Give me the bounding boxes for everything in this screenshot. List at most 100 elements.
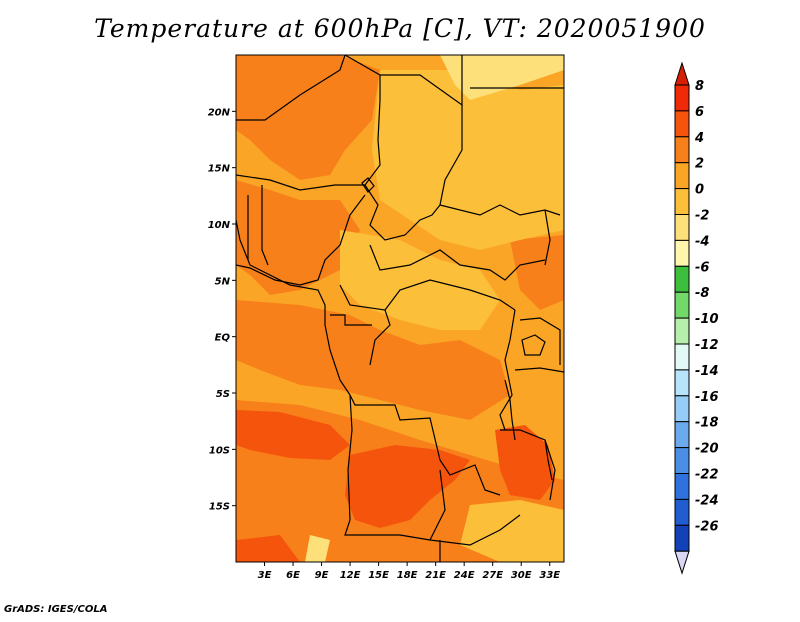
colorbar-label: -2 <box>695 209 709 224</box>
colorbar-label: -26 <box>695 519 719 534</box>
colorbar-label: -22 <box>695 468 719 483</box>
lat-tick-label: 5S <box>216 389 230 400</box>
colorbar-swatch <box>674 473 690 500</box>
field-warm-east <box>510 235 564 310</box>
lake-chad <box>361 177 375 193</box>
lon-tick-label: 15E <box>368 570 389 581</box>
lon-tick-label: 30E <box>511 570 532 581</box>
colorbar-label: -14 <box>695 364 719 379</box>
colorbar-swatch <box>674 188 690 216</box>
field-hot-south-center <box>345 445 470 528</box>
border-sudan-ssd <box>439 204 561 216</box>
colorbar-swatch <box>674 524 690 552</box>
lake-tanganyika <box>504 379 516 441</box>
field-cool-central <box>340 230 500 330</box>
lon-tick-label: 9E <box>315 570 329 581</box>
colorbar-label: 6 <box>695 105 704 120</box>
lat-tick-label: 15S <box>209 502 230 513</box>
colorbar-top-arrow <box>674 61 690 86</box>
colorbar-swatch <box>674 84 690 112</box>
border-ssd-ethiopia <box>544 209 551 266</box>
field-cool-southeast <box>460 500 564 562</box>
colorbar-swatch <box>674 239 690 267</box>
colorbar-label: 8 <box>695 79 704 94</box>
lat-tick-label: EQ <box>215 333 231 344</box>
colorbar: 8 6 4 2 0 -2 -4 -6 -8 -10 -12 -14 -16 -18 -20 -22 -24 -26 <box>674 61 719 575</box>
temperature-field <box>236 55 564 562</box>
lon-tick-label: 24E <box>454 570 475 581</box>
colorbar-swatch <box>674 343 690 371</box>
field-warm-west <box>236 180 360 295</box>
colorbar-label: -20 <box>695 442 719 457</box>
colorbar-label: -4 <box>695 234 709 249</box>
lon-tick-label: 21E <box>425 570 446 581</box>
lon-tick-label: 3E <box>258 570 272 581</box>
colorbar-swatch <box>674 162 690 190</box>
field-hot-corner <box>236 535 300 562</box>
coastline-west <box>236 219 353 521</box>
lon-tick-label: 12E <box>340 570 361 581</box>
map-frame <box>235 54 565 563</box>
colorbar-swatch <box>674 110 690 138</box>
colorbar-label: -12 <box>695 338 719 353</box>
colorbar-label: -8 <box>695 286 709 301</box>
lat-tick-label: 15N <box>208 164 231 175</box>
lat-tick-label: 20N <box>208 107 231 118</box>
colorbar-label: 4 <box>694 131 704 146</box>
lat-tick-label: 5N <box>215 276 231 287</box>
colorbar-swatch <box>674 369 690 397</box>
map-title: Temperature at 600hPa [C], VT: 202005190… <box>94 14 706 43</box>
colorbar-label: -24 <box>695 493 719 508</box>
colorbar-bottom-arrow <box>674 550 690 575</box>
lake-malawi <box>544 439 553 481</box>
border-drc-north <box>384 279 516 311</box>
border-drc-east <box>499 309 516 431</box>
colorbar-swatch <box>674 498 690 526</box>
field-cool-northeast <box>372 70 564 250</box>
border-uganda-kenya <box>519 317 561 365</box>
colorbar-label: -10 <box>695 312 719 327</box>
colorbar-swatch <box>674 395 690 423</box>
colorbar-label: -6 <box>695 260 709 275</box>
lat-tick-label: 10N <box>208 220 231 231</box>
field-cooler-south <box>305 535 330 562</box>
colorbar-swatch <box>674 317 690 345</box>
colorbar-swatch <box>674 265 690 293</box>
border-car <box>369 244 546 281</box>
border-nigeria-cameroon <box>236 194 366 286</box>
grads-credit: GrADS: IGES/COLA <box>4 604 108 615</box>
border-niger-nigeria <box>236 174 365 191</box>
colorbar-label: -16 <box>695 390 719 405</box>
lat-tick-label: 10S <box>209 445 230 456</box>
colorbar-label: -18 <box>695 416 719 431</box>
country-borders <box>236 55 564 562</box>
border-zambia <box>429 469 521 546</box>
field-hot-southwest <box>236 410 350 460</box>
colorbar-swatch <box>674 447 690 475</box>
colorbar-swatch <box>674 214 690 241</box>
colorbar-label: 2 <box>695 157 704 172</box>
colorbar-swatch <box>674 136 690 164</box>
border-gabon <box>330 314 372 326</box>
latitude-axis: 20N 15N 10N 5N EQ 5S 10S 15S <box>208 107 236 513</box>
field-hot-southeast <box>495 425 555 500</box>
lake-victoria <box>521 334 546 356</box>
border-angola-south <box>344 519 431 541</box>
lon-tick-label: 27E <box>482 570 503 581</box>
border-cameroon-congo <box>339 284 391 366</box>
border-benin <box>261 185 269 266</box>
border-algeria-niger <box>236 55 346 121</box>
colorbar-swatch <box>674 421 690 449</box>
border-libya-chad <box>344 55 463 107</box>
lon-tick-label: 18E <box>397 570 418 581</box>
longitude-axis: 3E 6E 9E 12E 15E 18E 21E 24E 27E 30E 33E <box>258 562 560 581</box>
colorbar-label: 0 <box>695 183 704 198</box>
lon-tick-label: 33E <box>539 570 560 581</box>
border-tanzania <box>514 367 564 373</box>
field-cooler-northeast <box>440 55 564 100</box>
lon-tick-label: 6E <box>286 570 300 581</box>
field-warm-center <box>236 300 510 420</box>
border-drc-angola <box>349 394 501 496</box>
border-chad-sudan <box>364 75 463 241</box>
